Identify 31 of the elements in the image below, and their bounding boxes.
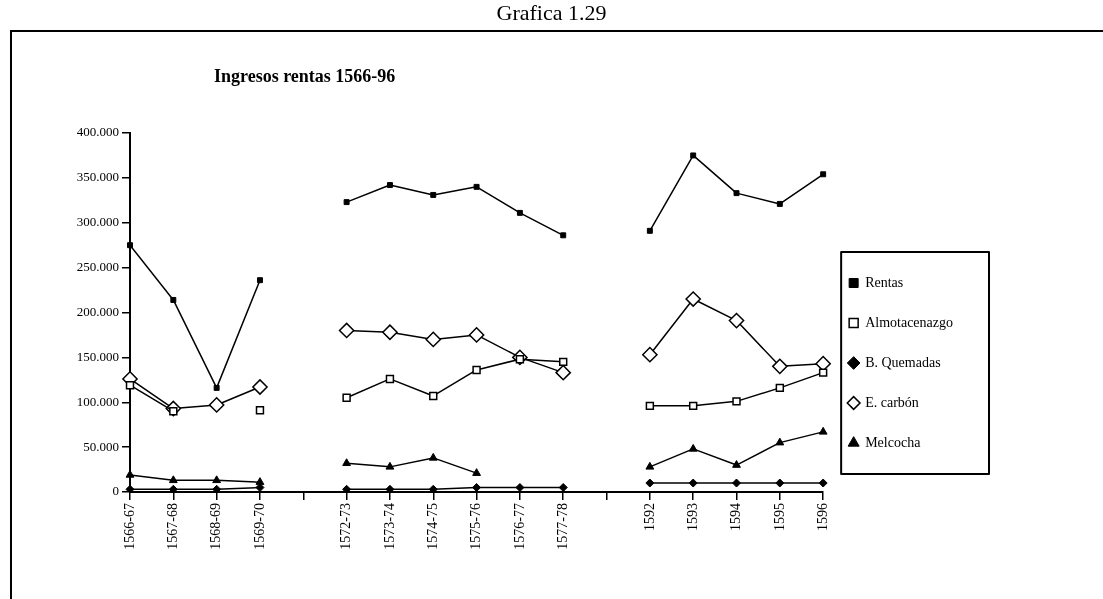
x-tick-label: 1574-75 [424, 503, 440, 550]
legend-label: Almotacenazgo [865, 314, 954, 330]
x-tick-label: 1572-73 [338, 503, 354, 550]
x-tick-label: 1567-68 [164, 503, 180, 550]
x-tick-label: 1569-70 [251, 503, 267, 550]
text: Grafica 1.29 [495, 0, 608, 26]
x-tick-label: 1577-78 [554, 503, 570, 550]
x-tick-label: 1576-77 [511, 503, 527, 550]
y-tick-label: 300.000 [76, 214, 119, 230]
y-tick-label: 350.000 [76, 169, 119, 185]
x-tick-label: 1566-67 [121, 503, 137, 550]
x-tick-label: 1595 [771, 503, 787, 531]
y-tick-label: 0 [112, 483, 119, 499]
y-tick-label: 250.000 [76, 259, 119, 275]
x-tick-label: 1575-76 [468, 503, 484, 550]
x-tick-label: 1596 [814, 503, 830, 531]
y-tick-label: 100.000 [76, 393, 119, 409]
y-tick-label: 150.000 [76, 348, 119, 364]
x-tick-label: 1568-69 [208, 503, 224, 550]
legend-label: B. Quemadas [865, 354, 941, 370]
x-tick-label: 1593 [684, 503, 700, 531]
chart-title: Ingresos rentas 1566-96 [214, 66, 396, 87]
legend-label: E. carbón [865, 394, 919, 410]
legend-label: Rentas [865, 274, 904, 290]
y-tick-label: 400.000 [76, 124, 119, 140]
x-tick-label: 1594 [728, 503, 744, 531]
x-tick-label: 1573-74 [381, 503, 397, 550]
x-tick-label: 1592 [641, 503, 657, 531]
y-tick-label: 50.000 [83, 438, 119, 454]
legend-label: Melcocha [865, 434, 922, 450]
y-tick-label: 200.000 [76, 303, 119, 319]
